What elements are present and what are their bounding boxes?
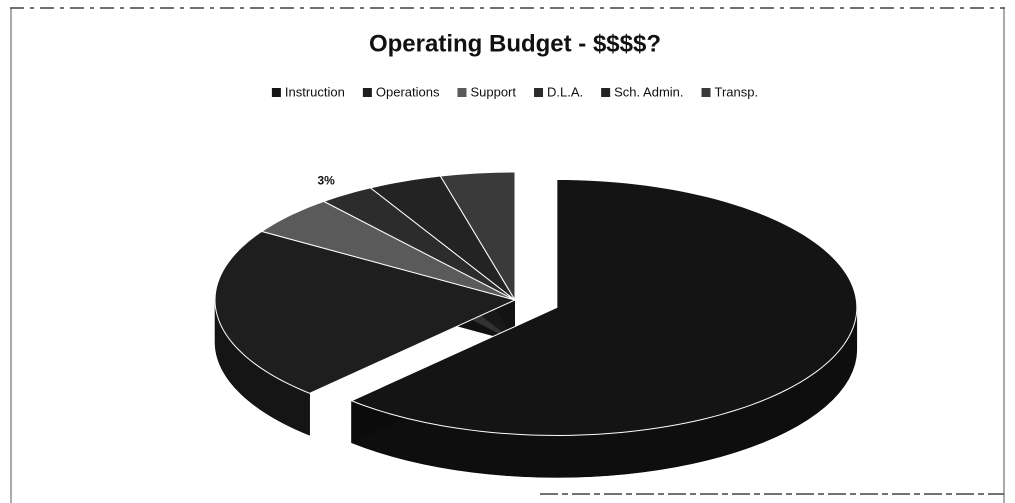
legend-label: Operations	[376, 84, 440, 99]
data-label: 3%	[317, 174, 335, 188]
value-labels: 3%	[317, 174, 335, 188]
legend-item: Support	[457, 84, 516, 99]
pie-slice	[369, 175, 516, 301]
legend-swatch	[601, 88, 611, 97]
legend-item: Sch. Admin.	[601, 84, 684, 99]
legend-label: D.L.A.	[547, 84, 583, 99]
legend-label: Support	[470, 84, 516, 99]
pie-tops	[214, 171, 858, 436]
pie-slice	[214, 230, 517, 394]
pie-slice	[439, 171, 516, 302]
legend-label: Instruction	[285, 84, 345, 99]
legend-label: Transp.	[715, 84, 759, 99]
pie-slice	[260, 200, 516, 301]
legend: Instruction Operations Support D.L.A. Sch. A…	[271, 84, 759, 99]
legend-item: Operations	[362, 84, 440, 99]
legend-swatch	[534, 88, 544, 97]
pie-slice	[350, 178, 858, 436]
legend-item: D.L.A.	[534, 84, 583, 99]
legend-item: Transp.	[701, 84, 759, 99]
legend-swatch	[362, 88, 372, 97]
chart-title: Operating Budget - $$$$?	[369, 30, 661, 57]
legend-item: Instruction	[271, 84, 345, 99]
legend-swatch	[271, 88, 281, 97]
legend-label: Sch. Admin.	[614, 84, 683, 99]
legend-swatch	[701, 88, 711, 97]
legend-swatch	[457, 88, 467, 97]
pie-slice	[322, 187, 516, 301]
